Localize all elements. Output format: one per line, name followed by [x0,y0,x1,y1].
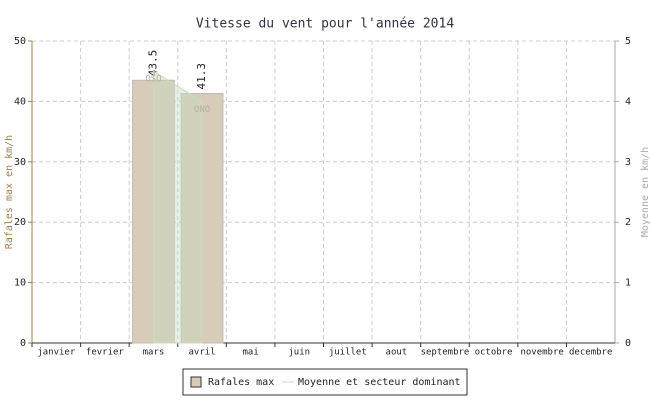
x-tick-label: fevrier [86,348,125,358]
x-tick-label: novembre [520,348,563,358]
chart-title: Vitesse du vent pour l'année 2014 [196,17,454,32]
x-tick-label: mai [242,348,258,358]
y-tick-label: 50 [14,36,26,47]
x-tick-label: mars [143,348,165,358]
y2-axis-label: Moyenne en km/h [640,147,650,237]
x-tick-label: avril [188,348,215,358]
y2-tick-label: 4 [625,96,631,107]
sector-label: OSO [145,75,161,85]
legend-label: Rafales max [208,377,274,388]
bar-value-label: 43.5 [146,50,159,77]
legend-label: Moyenne et secteur dominant [298,377,461,388]
x-tick-label: janvier [37,348,76,358]
y-tick-label: 40 [14,96,26,107]
y2-tick-label: 3 [625,157,631,168]
sector-label: ONO [194,105,210,115]
x-tick-label: octobre [475,348,513,358]
mean-area [152,70,203,344]
y2-tick-label: 5 [625,36,631,47]
y-tick-label: 10 [14,278,26,289]
x-tick-label: juin [288,348,310,358]
x-tick-label: juillet [329,348,367,358]
x-tick-label: aout [386,348,408,358]
y2-tick-label: 0 [625,338,631,349]
legend-box [182,368,468,396]
y-tick-label: 20 [14,217,26,228]
x-tick-label: septembre [421,348,470,358]
y2-tick-label: 2 [625,217,631,228]
y-tick-label: 30 [14,157,26,168]
y-tick-label: 0 [20,338,26,349]
y2-tick-label: 1 [625,278,631,289]
y-axis-label: Rafales max en km/h [4,135,15,249]
x-tick-label: decembre [569,348,612,358]
bar-value-label: 41.3 [195,63,208,90]
legend-swatch [190,376,202,388]
